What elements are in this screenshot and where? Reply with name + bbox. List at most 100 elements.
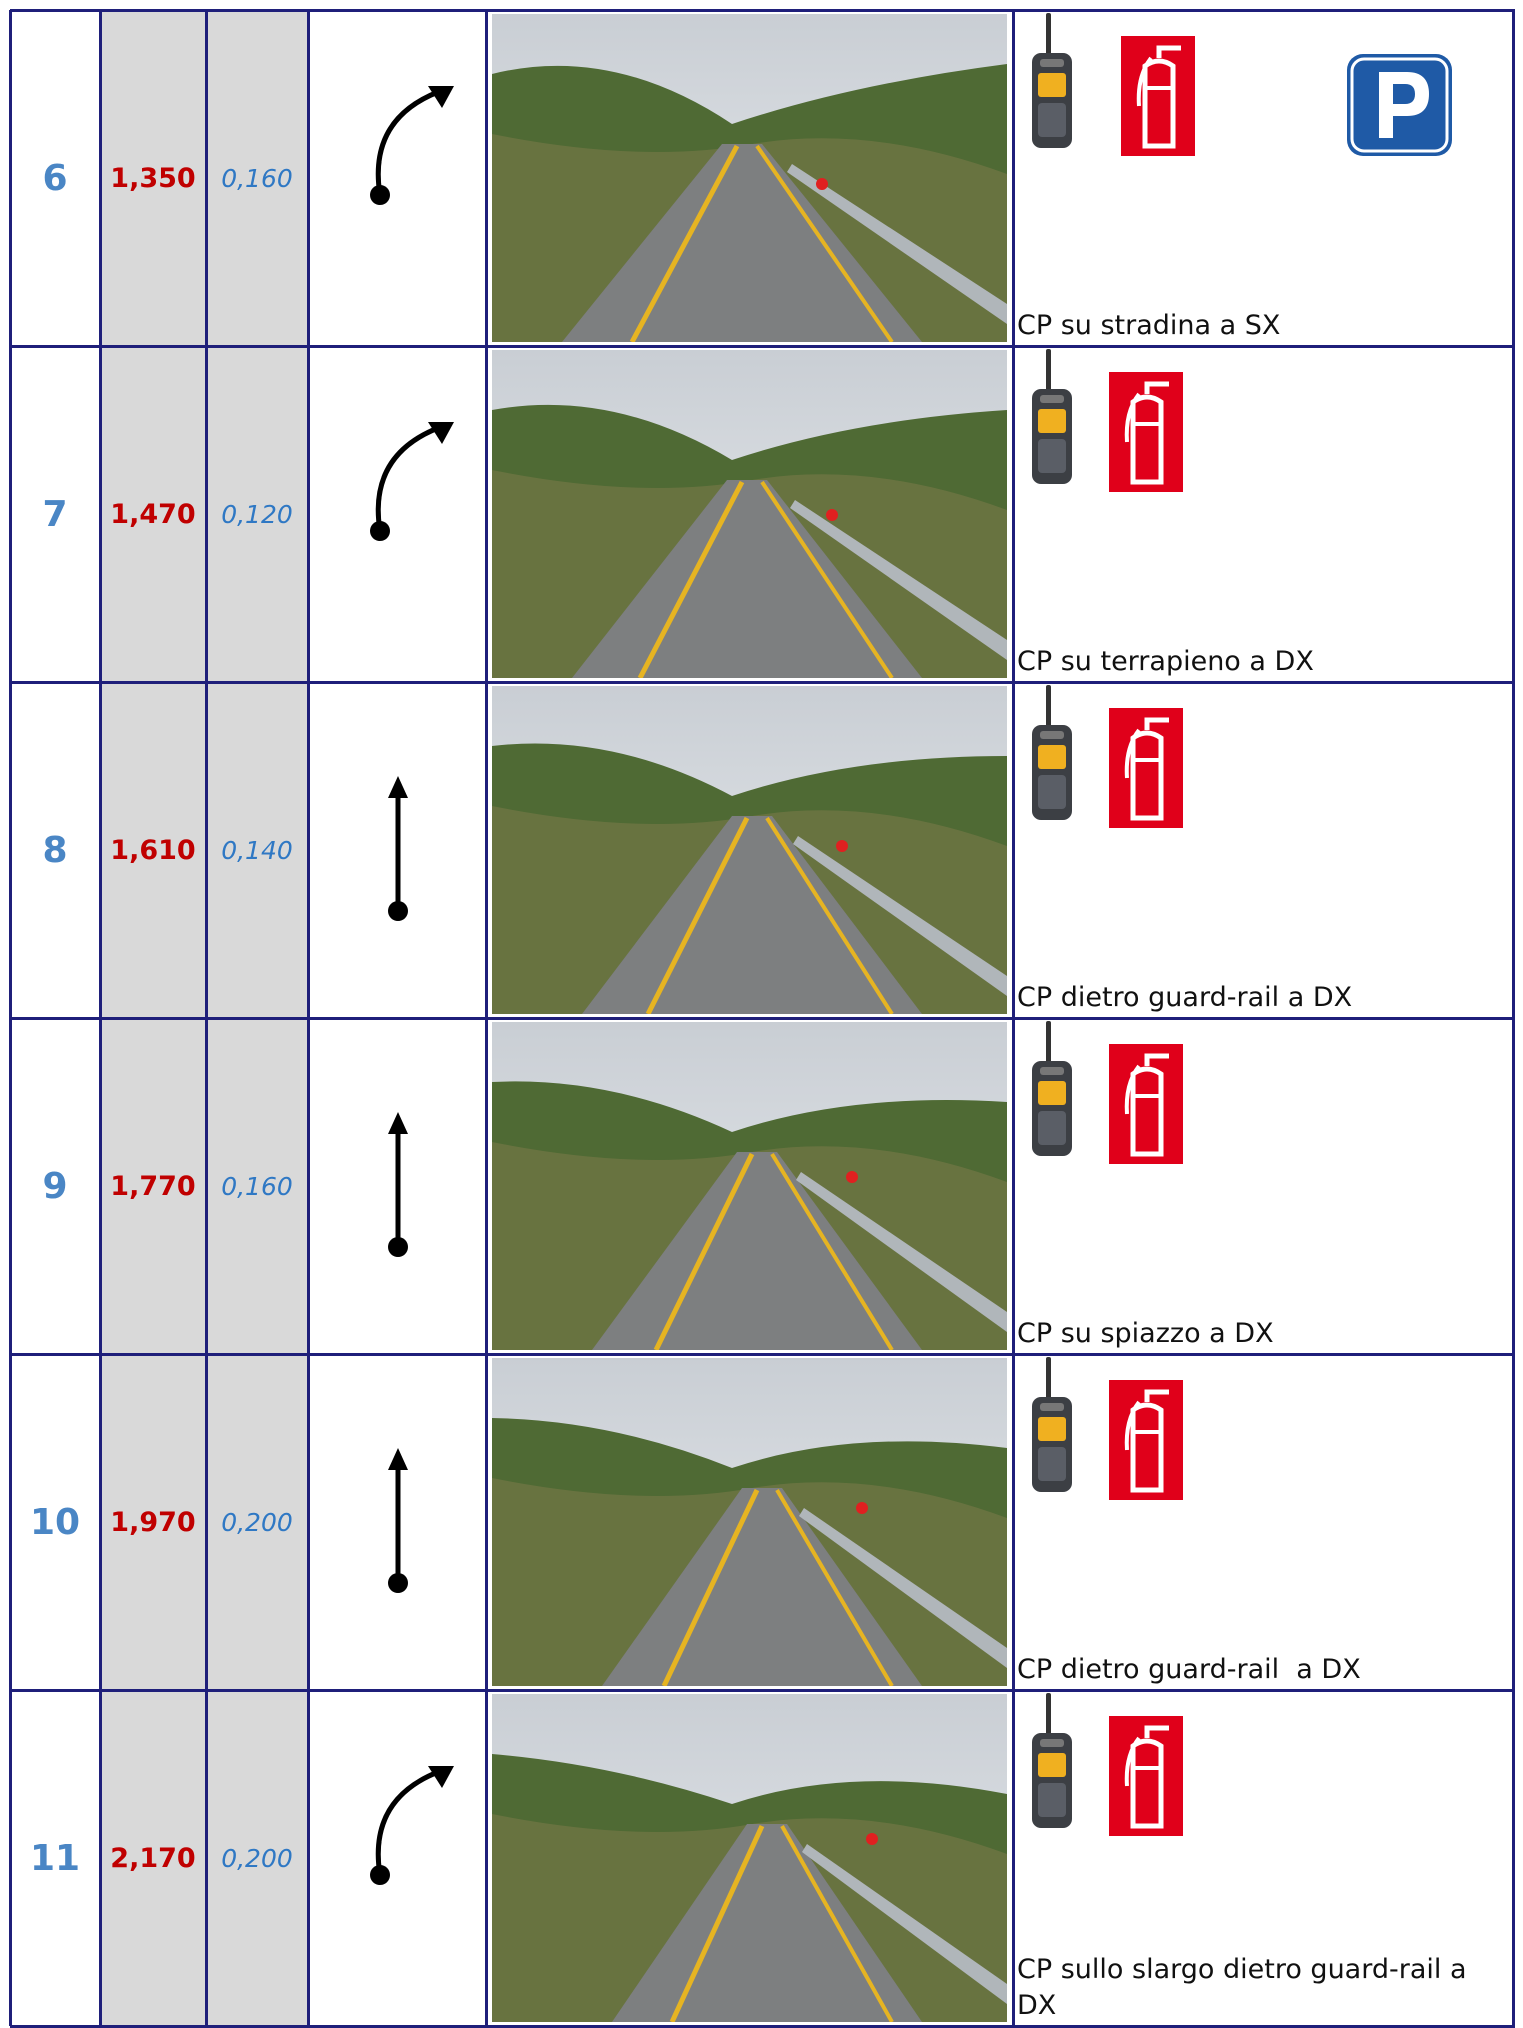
- road-photo: [492, 14, 1007, 342]
- radio-icon-part: [1038, 1447, 1066, 1481]
- photo-cell: [486, 1354, 1013, 1690]
- km-value: 1,470: [100, 346, 206, 682]
- radio-icon-part: [1046, 1021, 1051, 1066]
- row-border: [10, 9, 1515, 12]
- photo-cell: [486, 1690, 1013, 2026]
- radio-icon-part: [1040, 59, 1064, 67]
- road-photo-part: [572, 480, 922, 678]
- photo-cell: [486, 10, 1013, 346]
- radio-icon-part: [1046, 685, 1051, 730]
- extinguisher-icon-part: [1124, 1736, 1141, 1787]
- radio-icon-part: [1040, 1067, 1064, 1075]
- partial-value: 0,120: [206, 346, 308, 682]
- direction-arrow-part: [370, 521, 390, 541]
- direction-cell: [308, 1354, 486, 1690]
- extinguisher-icon-part: [1124, 1064, 1141, 1115]
- radio-icon-part: [1046, 1357, 1051, 1402]
- road-photo-part: [799, 1508, 1007, 1668]
- direction-cell: [308, 1690, 486, 2026]
- km-value: 1,610: [100, 682, 206, 1018]
- extinguisher-icon-part: [1144, 717, 1169, 730]
- note-cell: CP sullo slargo dietro guard-rail a DX: [1013, 1690, 1513, 2026]
- row-number: 10: [29, 1501, 81, 1543]
- radio-icon-part: [1040, 1739, 1064, 1747]
- note-text: CP su spiazzo a DX: [1017, 1318, 1274, 1349]
- direction-arrow-part: [388, 1237, 408, 1257]
- direction-arrow-part: [375, 425, 439, 532]
- radio-icon-part: [1038, 775, 1066, 809]
- km-value: 1,970: [100, 1354, 206, 1690]
- note-cell: CP dietro guard-rail a DX: [1013, 1354, 1513, 1690]
- road-photo: [492, 1358, 1007, 1686]
- road-photo: [492, 686, 1007, 1014]
- direction-arrow: [388, 776, 408, 921]
- road-photo-part: [765, 816, 894, 1014]
- road-photo-part: [612, 1824, 922, 2022]
- direction-arrow: [370, 422, 454, 541]
- row-border: [10, 1689, 1515, 1692]
- direction-arrow-part: [375, 89, 439, 196]
- radio-icon: [1032, 1021, 1072, 1156]
- road-photo-part: [602, 1488, 922, 1686]
- radio-icon: [1032, 13, 1072, 148]
- radio-icon-part: [1038, 439, 1066, 473]
- road-photo-part: [645, 816, 750, 1014]
- road-photo-part: [775, 1488, 894, 1686]
- extinguisher-icon-part: [1136, 56, 1153, 107]
- km-value: 1,770: [100, 1018, 206, 1354]
- road-photo-part: [770, 1152, 894, 1350]
- extinguisher-icon: [1109, 1716, 1183, 1836]
- road-photo-part: [669, 1824, 765, 2022]
- note-cell: CP su terrapieno a DX: [1013, 346, 1513, 682]
- radio-icon-part: [1046, 349, 1051, 394]
- direction-arrow-part: [370, 185, 390, 205]
- note-text: CP sullo slargo dietro guard-rail a DX: [1017, 1954, 1476, 2021]
- row-number: 11: [29, 1837, 81, 1879]
- road-photo-part: [653, 1152, 755, 1350]
- photo-cell: [486, 682, 1013, 1018]
- radio-icon: [1032, 1693, 1072, 1828]
- road-photo-part: [629, 144, 740, 342]
- extinguisher-icon: [1121, 36, 1195, 156]
- direction-cell: [308, 682, 486, 1018]
- row-number: 8: [42, 829, 68, 871]
- row-border: [10, 345, 1515, 348]
- road-photo-part: [796, 1172, 1007, 1332]
- row-border: [10, 1353, 1515, 1356]
- extinguisher-icon: [1109, 1380, 1183, 1500]
- road-photo-part: [755, 144, 894, 342]
- partial-value: 0,140: [206, 682, 308, 1018]
- radio-icon-part: [1040, 1403, 1064, 1411]
- radio-icon-part: [1046, 13, 1051, 58]
- partial-value: 0,200: [206, 1354, 308, 1690]
- row-border: [10, 681, 1515, 684]
- direction-arrow-part: [370, 1865, 390, 1885]
- radio-icon-part: [1038, 1753, 1066, 1777]
- road-photo-part: [787, 164, 1007, 324]
- row-border: [10, 1017, 1515, 1020]
- road-photo-part: [836, 840, 848, 852]
- partial-value: 0,160: [206, 10, 308, 346]
- note-text: CP dietro guard-rail a DX: [1017, 1654, 1361, 1685]
- photo-cell: [486, 346, 1013, 682]
- road-photo-part: [780, 1825, 894, 2022]
- note-cell: CP dietro guard-rail a DX: [1013, 682, 1513, 1018]
- direction-arrow: [388, 1112, 408, 1257]
- radio-icon-part: [1038, 73, 1066, 97]
- direction-arrow-part: [388, 776, 408, 798]
- extinguisher-icon-part: [1124, 1400, 1141, 1451]
- extinguisher-icon: [1109, 708, 1183, 828]
- row-number: 6: [42, 157, 68, 199]
- radio-icon-part: [1038, 745, 1066, 769]
- radio-icon-part: [1040, 395, 1064, 403]
- note-cell: CP su spiazzo a DX: [1013, 1018, 1513, 1354]
- road-photo: [492, 350, 1007, 678]
- extinguisher-icon-part: [1144, 1053, 1169, 1066]
- extinguisher-icon-part: [1124, 392, 1141, 443]
- direction-arrow-part: [388, 1448, 408, 1470]
- road-photo-part: [802, 1844, 1007, 2004]
- road-photo-part: [826, 509, 838, 521]
- direction-arrow: [388, 1448, 408, 1593]
- direction-arrow-part: [428, 86, 454, 108]
- extinguisher-icon-part: [1156, 45, 1181, 58]
